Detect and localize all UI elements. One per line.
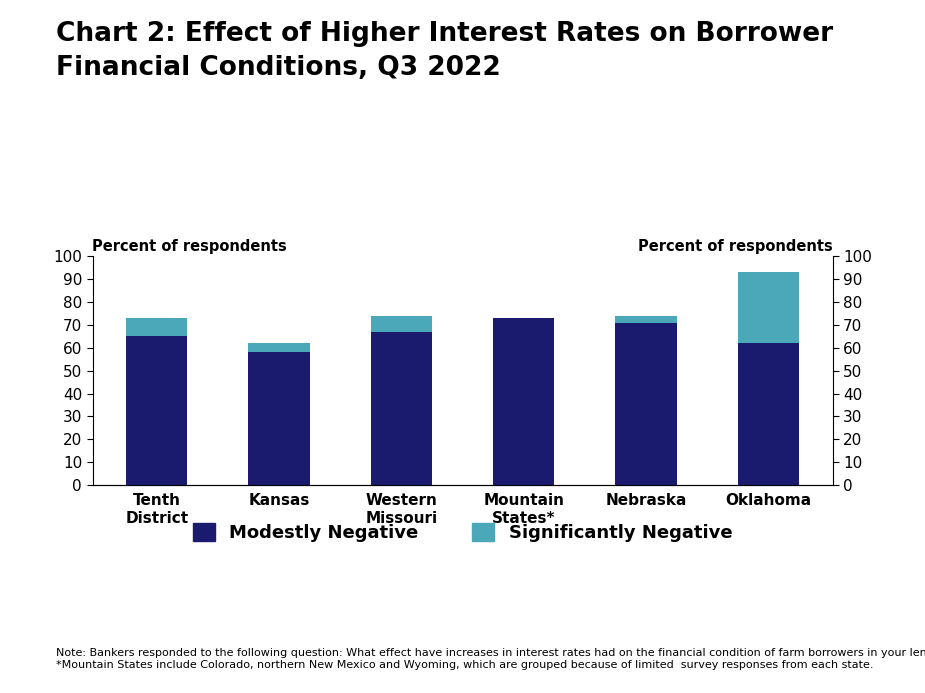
Text: Note: Bankers responded to the following question: What effect have increases in: Note: Bankers responded to the following… — [56, 648, 925, 669]
Bar — [126, 337, 187, 485]
Bar — [493, 318, 554, 485]
Bar — [738, 343, 799, 485]
Bar — [738, 272, 799, 343]
Bar — [615, 316, 676, 323]
Text: Chart 2: Effect of Higher Interest Rates on Borrower
Financial Conditions, Q3 20: Chart 2: Effect of Higher Interest Rates… — [56, 21, 833, 81]
Bar — [371, 316, 432, 332]
Bar — [249, 353, 310, 485]
Text: Percent of respondents: Percent of respondents — [637, 239, 832, 254]
Legend: Modestly Negative, Significantly Negative: Modestly Negative, Significantly Negativ… — [186, 516, 739, 550]
Text: Percent of respondents: Percent of respondents — [92, 239, 288, 254]
Bar — [126, 318, 187, 337]
Bar — [615, 323, 676, 485]
Bar — [371, 332, 432, 485]
Bar — [249, 343, 310, 353]
